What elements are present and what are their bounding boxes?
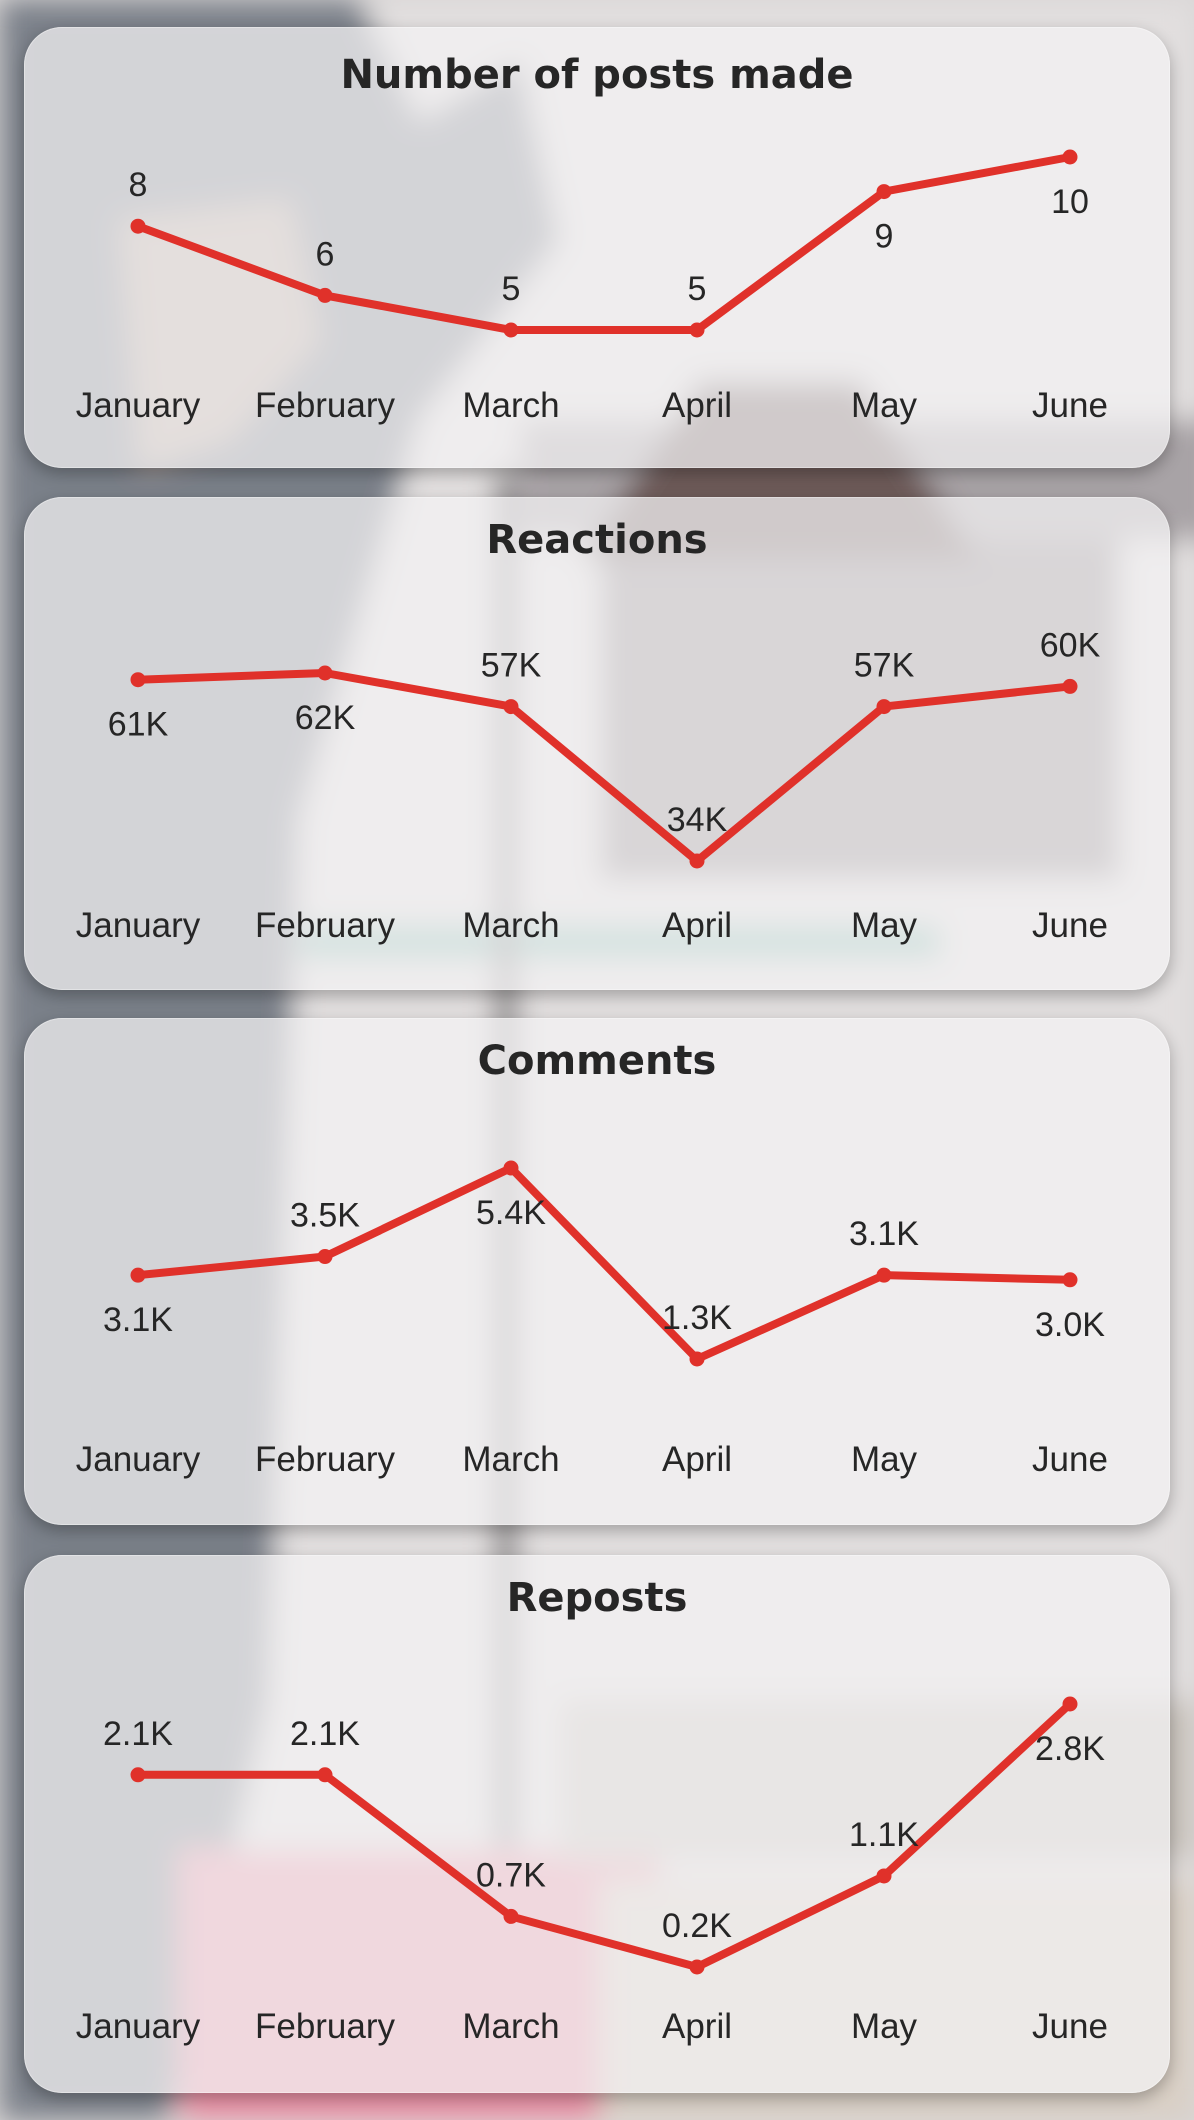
data-label-january: 2.1K — [103, 1715, 173, 1753]
x-tick-label-february: February — [255, 386, 396, 425]
data-point-may — [876, 699, 892, 715]
x-tick-label-april: April — [662, 386, 732, 425]
data-label-june: 60K — [1040, 626, 1101, 664]
data-point-may — [876, 1868, 892, 1884]
reactions-line-chart: 61K January 62K February 57K March 34K April 57K… — [76, 626, 1108, 945]
data-point-april — [689, 1959, 705, 1975]
data-label-february: 3.5K — [290, 1197, 360, 1235]
chart-title: Comments — [477, 1038, 717, 1084]
data-label-may: 1.1K — [849, 1816, 919, 1854]
data-point-april — [689, 1351, 705, 1367]
data-point-june — [1062, 1696, 1078, 1712]
data-point-february — [317, 665, 333, 681]
data-label-march: 57K — [481, 647, 542, 685]
data-point-may — [876, 1267, 892, 1283]
data-label-may: 3.1K — [849, 1215, 919, 1253]
x-tick-label-may: May — [851, 2007, 918, 2046]
data-point-march — [503, 1160, 519, 1176]
x-tick-label-march: March — [462, 1440, 559, 1479]
data-label-may: 9 — [875, 218, 894, 256]
data-point-march — [503, 322, 519, 338]
reposts-chart-card: Reposts 2.1K January 2.1K February 0.7K March… — [24, 1555, 1170, 2093]
comments-chart-card: Comments 3.1K January 3.5K February 5.4K Marc… — [24, 1018, 1170, 1525]
x-tick-label-april: April — [662, 2007, 732, 2046]
data-label-april: 0.2K — [662, 1907, 732, 1945]
x-tick-label-june: June — [1032, 1440, 1108, 1479]
x-tick-label-january: January — [76, 906, 201, 945]
data-point-may — [876, 184, 892, 200]
x-tick-label-march: March — [462, 2007, 559, 2046]
data-label-january: 3.1K — [103, 1301, 173, 1339]
data-label-june: 3.0K — [1035, 1306, 1105, 1344]
x-tick-label-february: February — [255, 1440, 396, 1479]
data-point-february — [317, 1767, 333, 1783]
posts-chart-card: Number of posts made 8 January 6 February 5 M… — [24, 27, 1170, 468]
data-label-march: 5 — [502, 270, 521, 308]
data-point-january — [130, 1767, 146, 1783]
data-point-june — [1062, 149, 1078, 165]
series-line — [134, 153, 1074, 334]
x-tick-label-march: March — [462, 386, 559, 425]
data-label-february: 6 — [316, 235, 335, 273]
data-point-june — [1062, 678, 1078, 694]
data-label-april: 1.3K — [662, 1299, 732, 1337]
reposts-line-chart: 2.1K January 2.1K February 0.7K March 0.2K Apri… — [76, 1696, 1108, 2046]
comments-line-chart: 3.1K January 3.5K February 5.4K March 1.3K Apri… — [76, 1160, 1108, 1479]
series-line — [134, 669, 1074, 865]
x-tick-label-april: April — [662, 1440, 732, 1479]
data-point-february — [317, 287, 333, 303]
x-tick-label-january: January — [76, 386, 201, 425]
data-label-april: 5 — [688, 270, 707, 308]
data-label-april: 34K — [667, 801, 728, 839]
x-tick-label-february: February — [255, 906, 396, 945]
data-label-june: 2.8K — [1035, 1730, 1105, 1768]
series-line — [134, 1700, 1074, 1971]
chart-title: Number of posts made — [340, 52, 854, 98]
series-line — [134, 1164, 1074, 1363]
x-tick-label-march: March — [462, 906, 559, 945]
x-tick-label-january: January — [76, 2007, 201, 2046]
x-tick-label-june: June — [1032, 2007, 1108, 2046]
data-label-january: 8 — [129, 166, 148, 204]
x-tick-label-january: January — [76, 1440, 201, 1479]
data-label-february: 2.1K — [290, 1715, 360, 1753]
data-point-june — [1062, 1272, 1078, 1288]
data-point-january — [130, 218, 146, 234]
x-tick-label-may: May — [851, 386, 918, 425]
data-label-february: 62K — [295, 699, 356, 737]
chart-title: Reposts — [506, 1575, 688, 1621]
posts-line-chart: 8 January 6 February 5 March 5 April 9 May 10 June — [76, 149, 1108, 425]
x-tick-label-may: May — [851, 906, 918, 945]
data-point-april — [689, 853, 705, 869]
x-tick-label-april: April — [662, 906, 732, 945]
data-point-january — [130, 672, 146, 688]
data-point-february — [317, 1249, 333, 1265]
data-label-march: 0.7K — [476, 1856, 546, 1894]
x-tick-label-february: February — [255, 2007, 396, 2046]
data-point-april — [689, 322, 705, 338]
chart-title: Reactions — [486, 517, 708, 563]
x-tick-label-june: June — [1032, 386, 1108, 425]
x-tick-label-june: June — [1032, 906, 1108, 945]
data-label-january: 61K — [108, 706, 169, 744]
data-label-may: 57K — [854, 647, 915, 685]
data-label-june: 10 — [1051, 183, 1089, 221]
data-point-january — [130, 1267, 146, 1283]
x-tick-label-may: May — [851, 1440, 918, 1479]
data-point-march — [503, 699, 519, 715]
data-point-march — [503, 1908, 519, 1924]
data-label-march: 5.4K — [476, 1194, 546, 1232]
reactions-chart-card: Reactions 61K January 62K February 57K March 3… — [24, 497, 1170, 990]
